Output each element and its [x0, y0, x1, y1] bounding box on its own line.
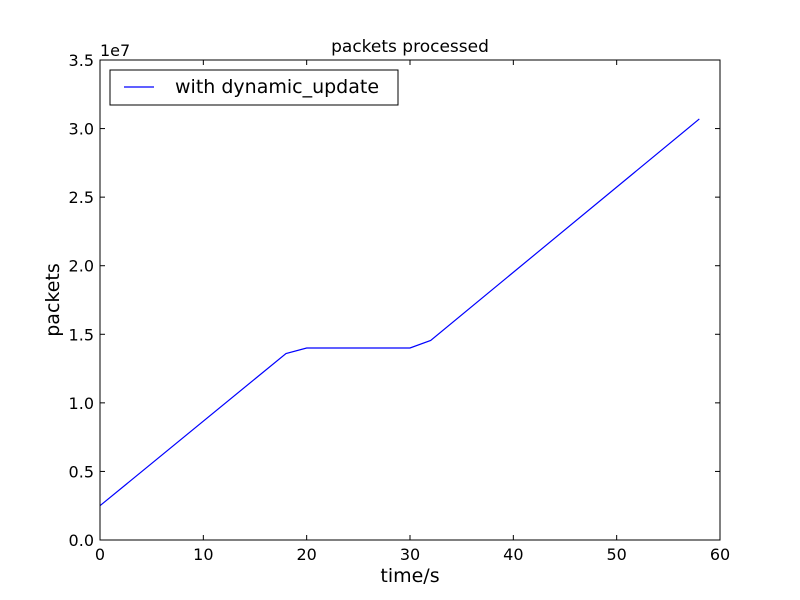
y-tick-label: 0.0: [69, 531, 94, 550]
legend: with dynamic_update: [109, 69, 399, 106]
x-tick-label: 60: [710, 545, 730, 564]
y-tick-label: 3.0: [69, 120, 94, 139]
y-tick-label: 2.5: [69, 188, 94, 207]
series-line-0: [99, 118, 700, 507]
y-tick-label: 1.5: [69, 325, 94, 344]
legend-box: [109, 69, 399, 106]
legend-label: with dynamic_update: [175, 76, 379, 98]
x-tick-label: 40: [503, 545, 523, 564]
x-tick-label: 50: [606, 545, 626, 564]
plot-frame: [99, 59, 721, 541]
x-tick-label: 20: [296, 545, 316, 564]
x-tick-label: 10: [193, 545, 213, 564]
y-offset-label: 1e7: [100, 41, 130, 60]
x-tick-label: 0: [95, 545, 105, 564]
y-tick-label: 0.5: [69, 462, 94, 481]
y-tick-label: 3.5: [69, 51, 94, 70]
y-axis-title: packets: [42, 263, 64, 337]
chart-title: packets processed: [331, 37, 489, 57]
y-tick-label: 1.0: [69, 394, 94, 413]
y-tick-label: 2.0: [69, 257, 94, 276]
x-axis-title: time/s: [380, 565, 439, 587]
x-tick-label: 30: [400, 545, 420, 564]
